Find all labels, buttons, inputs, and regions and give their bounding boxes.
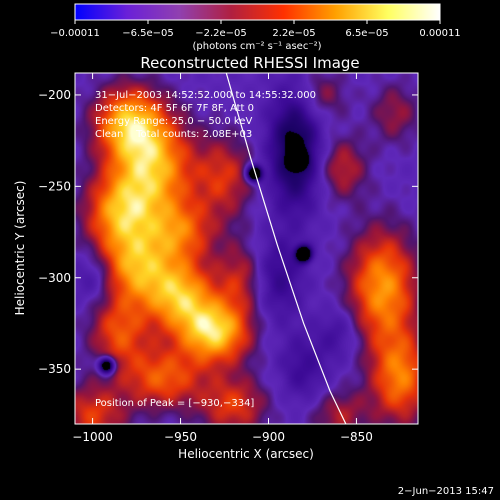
colorbar-tick-label: 6.5e−05 (345, 28, 388, 39)
solar-limb-line (225, 73, 347, 424)
annotation-energy-range: Energy Range: 25.0 − 50.0 keV (95, 116, 252, 127)
x-axis-label: Heliocentric X (arcsec) (178, 447, 314, 461)
colorbar-strip (74, 3, 441, 21)
colorbar-unit-label: (photons cm⁻² s⁻¹ asec⁻²) (192, 41, 321, 52)
colorbar-tick-label: −0.00011 (50, 28, 100, 39)
chart-title: Reconstructed RHESSI Image (140, 54, 359, 72)
plot-frame (74, 72, 419, 425)
y-axis-ticks: −200 −250 −300 −350 (38, 88, 418, 376)
y-axis-label: Heliocentric Y (arcsec) (13, 181, 27, 316)
colorbar-ticks: −0.00011 −6.5e−05 −2.2e−05 2.2e−05 6.5e−05 0.… (50, 20, 461, 39)
peak-position-label: Position of Peak = [−930,−334] (95, 398, 254, 409)
timestamp: 2−Jun−2013 15:47 (398, 486, 494, 497)
x-tick-label: −950 (164, 430, 197, 444)
heatmap-image (75, 73, 418, 424)
annotation-block: 31−Jul−2003 14:52:52.000 to 14:55:32.000… (95, 90, 316, 140)
colorbar: −0.00011 −6.5e−05 −2.2e−05 2.2e−05 6.5e−05 0.… (50, 3, 461, 52)
colorbar-tick-label: 0.00011 (419, 28, 460, 39)
y-tick-label: −250 (38, 179, 71, 193)
y-tick-label: −300 (38, 271, 71, 285)
y-tick-label: −350 (38, 362, 71, 376)
plot-area: −1000 −950 −900 −850 −200 −250 −300 −350 (38, 72, 419, 444)
annotation-time-range: 31−Jul−2003 14:52:52.000 to 14:55:32.000 (95, 90, 316, 101)
annotation-clean-counts: Clean Total counts: 2.08E+03 (95, 129, 252, 140)
y-tick-label: −200 (38, 88, 71, 102)
annotation-detectors: Detectors: 4F 5F 6F 7F 8F, Att 0 (95, 103, 254, 114)
x-tick-label: −1000 (72, 430, 113, 444)
colorbar-tick-label: −6.5e−05 (122, 28, 174, 39)
colorbar-tick-label: −2.2e−05 (195, 28, 247, 39)
colorbar-tick-label: 2.2e−05 (272, 28, 315, 39)
x-tick-label: −850 (340, 430, 373, 444)
x-tick-label: −900 (252, 430, 285, 444)
x-axis-ticks: −1000 −950 −900 −850 (72, 73, 373, 444)
peak-marker (296, 156, 301, 161)
